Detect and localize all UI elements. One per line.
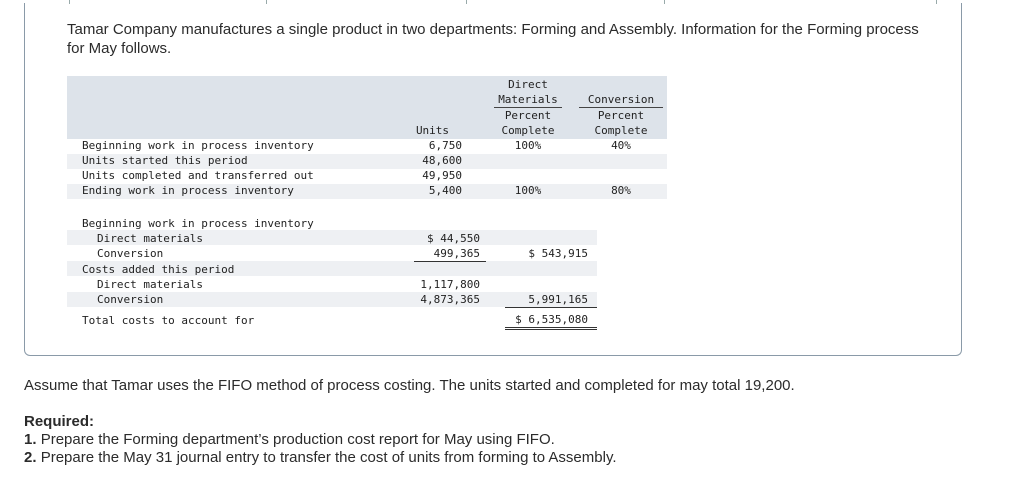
unit-row-units: 48,600 [422,154,462,167]
cost-row-amount: $ 44,550 [427,232,480,245]
total-double-rule [505,327,597,330]
header-dm-1: Direct [508,78,548,91]
cost-row-amount: 4,873,365 [420,293,480,306]
unit-row-units: 6,750 [428,139,462,152]
cost-row-label: Total costs to account for [82,314,255,327]
cost-row-label: Conversion [97,247,164,260]
top-border-ticks [24,0,964,4]
header-units: Units [415,124,450,137]
cost-row-amount: 499,365 [433,247,480,260]
unit-row-conv: 40% [611,139,631,152]
unit-row-label: Beginning work in process inventory [82,139,314,152]
row-band [67,139,667,154]
subtotal-rule [414,261,486,262]
subtotal-rule [505,307,597,308]
header-dm-3: Percent [504,109,552,122]
required-item-1: 1. Prepare the Forming department’s prod… [24,431,555,448]
problem-card [24,3,962,356]
cost-row-grand-total: $ 6,535,080 [515,313,588,326]
unit-row-label: Units started this period [82,154,248,167]
header-conv-1: Conversion [587,93,655,106]
required-title: Required: [24,413,95,430]
cost-row-amount: 1,117,800 [420,278,480,291]
required-item-2: 2. Prepare the May 31 journal entry to t… [24,449,617,466]
header-dm-rule [494,107,562,108]
header-conv-3: Complete [594,124,648,137]
intro-text: Tamar Company manufactures a single prod… [67,21,919,57]
cost-row-total: 5,991,165 [528,293,588,306]
header-dm-2: Materials [498,93,558,106]
unit-row-dm: 100% [514,184,542,197]
row-band [67,184,667,199]
cost-row-label: Direct materials [97,232,203,245]
header-conv-2: Percent [597,109,645,122]
cost-row-total: $ 543,915 [528,247,588,260]
row-band [67,261,597,276]
header-dm-4: Complete [501,124,555,137]
unit-row-label: Units completed and transferred out [82,169,314,182]
header-conv-rule [579,107,663,108]
unit-row-units: 49,950 [422,169,462,182]
unit-row-conv: 80% [611,184,631,197]
cost-row-label: Beginning work in process inventory [82,217,314,230]
cost-row-label: Costs added this period [82,263,235,276]
unit-row-units: 5,400 [428,184,462,197]
unit-row-label: Ending work in process inventory [82,184,294,197]
header-shade [67,76,667,139]
row-band [67,292,597,307]
assumption-text: Assume that Tamar uses the FIFO method o… [24,377,795,394]
cost-row-label: Conversion [97,293,164,306]
cost-row-label: Direct materials [97,278,203,291]
row-band [67,230,597,245]
unit-row-dm: 100% [514,139,542,152]
row-band [67,154,667,169]
